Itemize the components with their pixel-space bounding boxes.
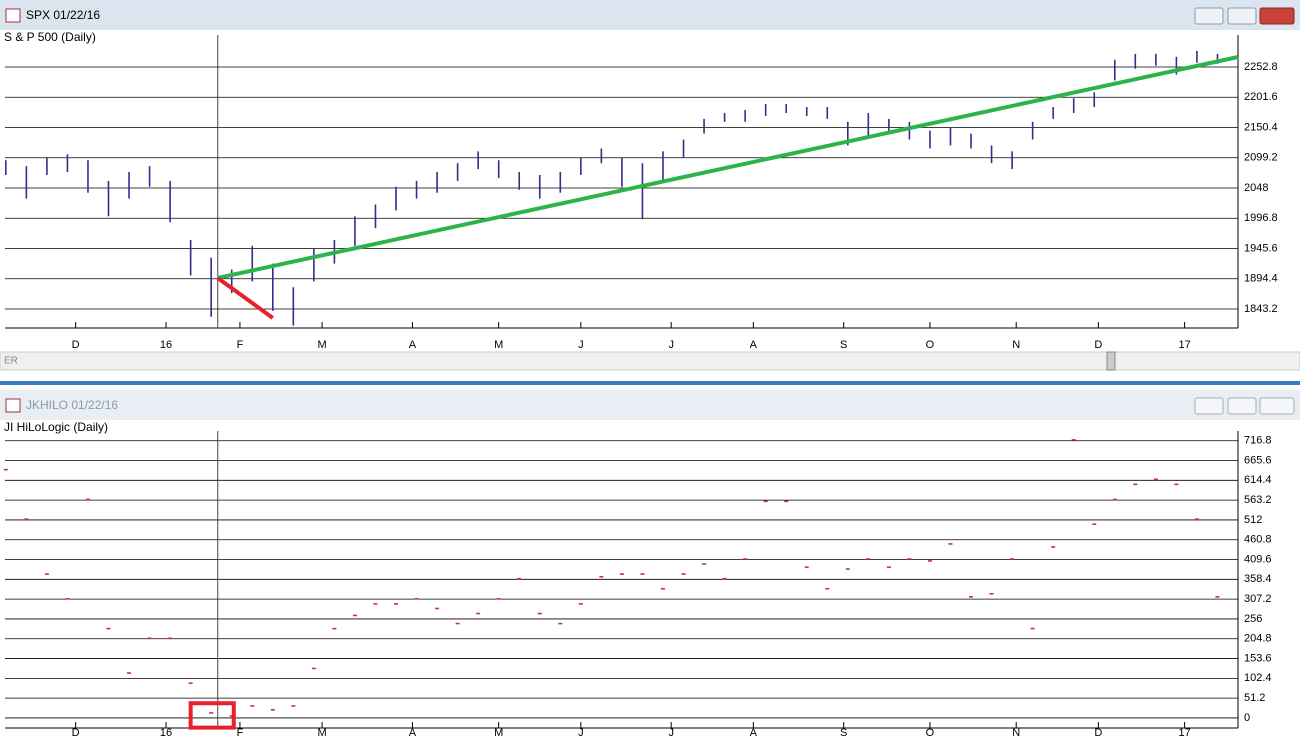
x-tick-label: A <box>750 727 758 739</box>
trend-line <box>217 55 1239 280</box>
y-tick-label: 614.4 <box>1244 474 1272 486</box>
scroll-thumb[interactable] <box>1106 351 1116 371</box>
window-title: SPX 01/22/16 <box>26 8 100 22</box>
y-tick-label: 665.6 <box>1244 454 1272 466</box>
y-tick-label: 2150.4 <box>1244 121 1278 133</box>
x-tick-label: D <box>1094 727 1102 739</box>
x-tick-label: D <box>1094 339 1102 351</box>
y-tick-label: 1843.2 <box>1244 303 1278 315</box>
window-title: JKHILO 01/22/16 <box>26 398 118 412</box>
title-bar <box>0 0 1300 30</box>
x-tick-label: D <box>72 727 80 739</box>
minimize-button[interactable] <box>1194 397 1224 415</box>
close-button[interactable] <box>1259 7 1295 25</box>
x-tick-label: M <box>317 727 326 739</box>
minimize-button[interactable] <box>1194 7 1224 25</box>
scroll-label: ER <box>4 356 18 367</box>
y-tick-label: 307.2 <box>1244 593 1272 605</box>
x-tick-label: A <box>750 339 758 351</box>
x-tick-label: O <box>926 339 935 351</box>
scrollbar[interactable] <box>0 351 1300 371</box>
y-tick-label: 2201.6 <box>1244 91 1278 103</box>
separator <box>0 381 1300 385</box>
chart-title: JI HiLoLogic (Daily) <box>4 420 108 434</box>
x-tick-label: D <box>72 339 80 351</box>
close-button[interactable] <box>1259 397 1295 415</box>
title-bar <box>0 390 1300 420</box>
x-tick-label: N <box>1012 727 1020 739</box>
y-tick-label: 102.4 <box>1244 672 1272 684</box>
x-tick-label: M <box>317 339 326 351</box>
y-tick-label: 716.8 <box>1244 435 1272 447</box>
y-tick-label: 153.6 <box>1244 652 1272 664</box>
y-tick-label: 1945.6 <box>1244 242 1278 254</box>
y-tick-label: 358.4 <box>1244 573 1272 585</box>
x-tick-label: M <box>494 339 503 351</box>
trend-line <box>216 276 274 320</box>
maximize-button[interactable] <box>1227 397 1257 415</box>
y-tick-label: 563.2 <box>1244 494 1272 506</box>
x-tick-label: J <box>668 727 674 739</box>
x-tick-label: 17 <box>1178 339 1190 351</box>
x-tick-label: N <box>1012 339 1020 351</box>
y-tick-label: 1894.4 <box>1244 273 1278 285</box>
x-tick-label: O <box>926 727 935 739</box>
y-tick-label: 1996.8 <box>1244 212 1278 224</box>
y-tick-label: 0 <box>1244 712 1250 724</box>
x-tick-label: F <box>237 339 244 351</box>
y-tick-label: 256 <box>1244 613 1262 625</box>
x-tick-label: J <box>668 339 674 351</box>
x-tick-label: S <box>840 339 847 351</box>
y-tick-label: 51.2 <box>1244 692 1265 704</box>
y-tick-label: 2099.2 <box>1244 152 1278 164</box>
window-icon <box>5 8 21 23</box>
y-tick-label: 512 <box>1244 514 1262 526</box>
y-tick-label: 460.8 <box>1244 534 1272 546</box>
chart-title: S & P 500 (Daily) <box>4 30 96 44</box>
x-tick-label: A <box>409 727 417 739</box>
x-tick-label: 16 <box>160 727 172 739</box>
y-tick-label: 2048 <box>1244 182 1268 194</box>
x-tick-label: J <box>578 727 584 739</box>
x-tick-label: A <box>409 339 417 351</box>
y-tick-label: 204.8 <box>1244 633 1272 645</box>
x-tick-label: 17 <box>1178 727 1190 739</box>
maximize-button[interactable] <box>1227 7 1257 25</box>
window-icon <box>5 398 21 413</box>
x-tick-label: S <box>840 727 847 739</box>
highlight-box <box>188 701 236 730</box>
y-tick-label: 2252.8 <box>1244 61 1278 73</box>
x-tick-label: M <box>494 727 503 739</box>
x-tick-label: F <box>237 727 244 739</box>
x-tick-label: J <box>578 339 584 351</box>
x-tick-label: 16 <box>160 339 172 351</box>
y-tick-label: 409.6 <box>1244 553 1272 565</box>
